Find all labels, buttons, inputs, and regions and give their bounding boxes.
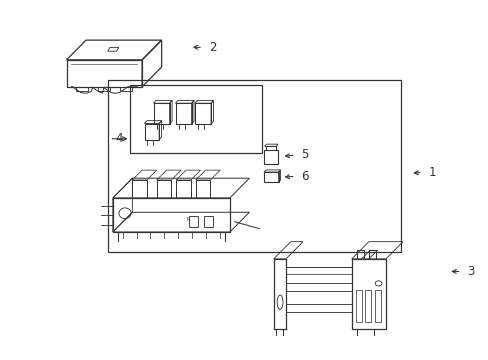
Bar: [195, 180, 210, 198]
Bar: [175, 103, 191, 124]
Bar: [188, 216, 197, 226]
Bar: [157, 180, 171, 198]
Bar: [144, 123, 159, 140]
Bar: [153, 103, 169, 124]
Bar: [98, 87, 110, 91]
Bar: [130, 85, 261, 153]
Bar: [356, 250, 363, 259]
Text: 2: 2: [208, 41, 216, 54]
Bar: [203, 216, 212, 226]
Text: 6: 6: [301, 170, 308, 183]
Bar: [195, 103, 211, 124]
Bar: [264, 150, 278, 163]
Bar: [365, 291, 370, 322]
Text: R: R: [186, 217, 190, 222]
Bar: [76, 87, 88, 91]
Bar: [108, 80, 400, 252]
Text: 4: 4: [115, 132, 122, 145]
Text: 1: 1: [427, 166, 435, 179]
Bar: [120, 87, 132, 91]
Text: 5: 5: [301, 148, 308, 161]
Bar: [355, 291, 361, 322]
Bar: [264, 172, 278, 182]
Bar: [368, 250, 375, 259]
Bar: [176, 180, 190, 198]
Bar: [132, 180, 147, 198]
Bar: [266, 146, 276, 150]
Text: 3: 3: [467, 265, 474, 278]
Bar: [374, 291, 380, 322]
Bar: [351, 259, 385, 329]
